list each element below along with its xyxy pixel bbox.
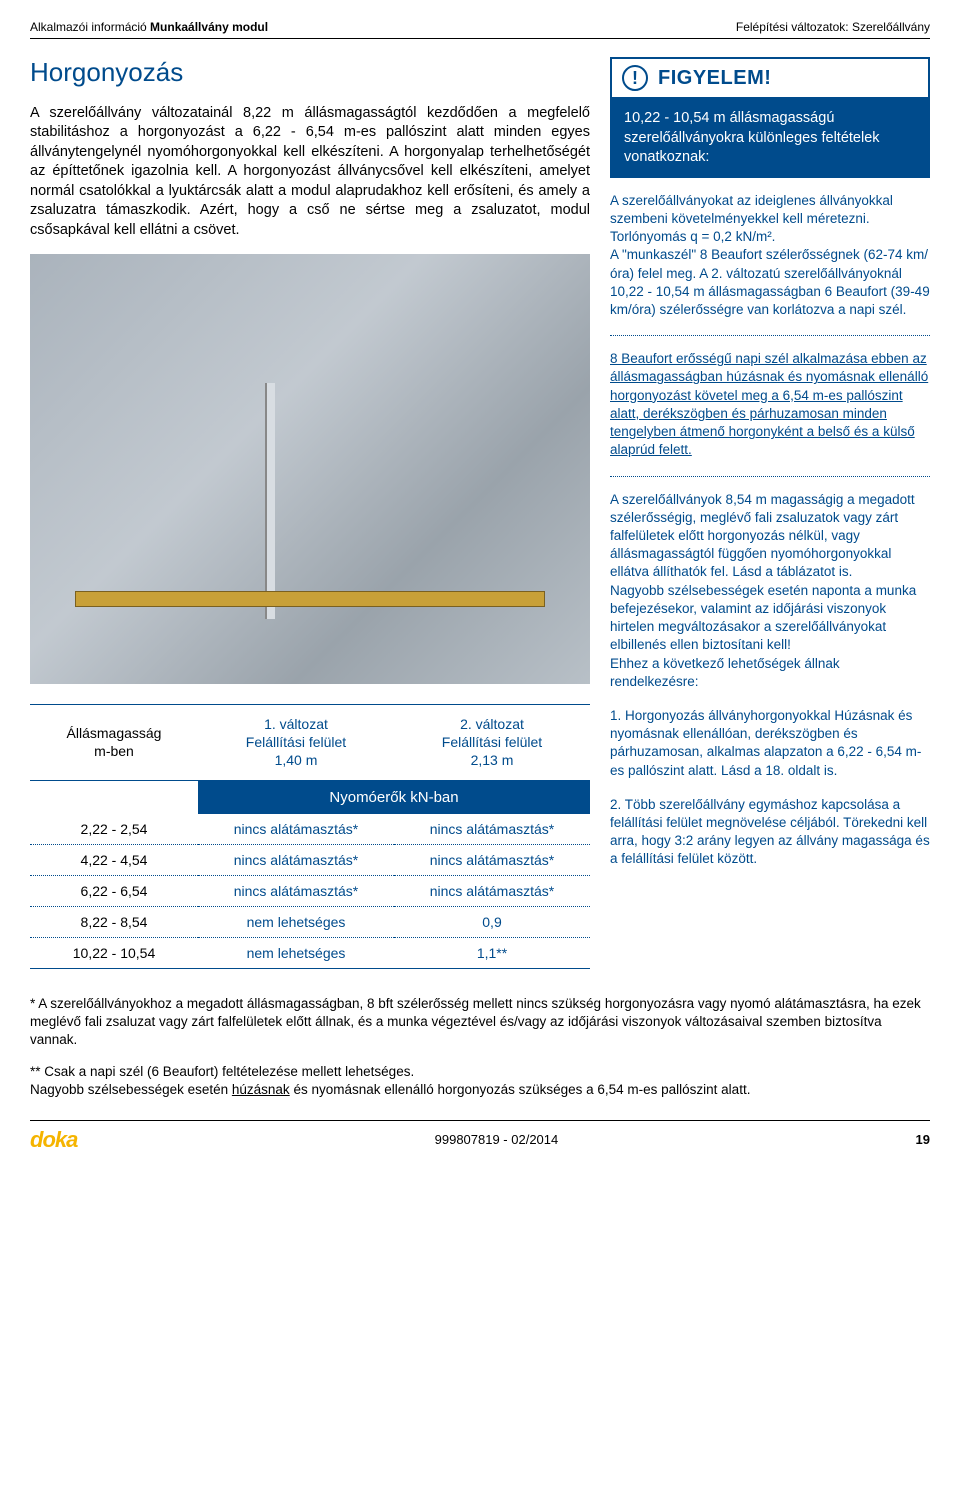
doka-logo: doka <box>30 1127 77 1153</box>
table-col-header-2: 1. változat Felállítási felület 1,40 m <box>198 704 394 780</box>
side-block-5: 2. Több szerelőállvány egymáshoz kapcsol… <box>610 796 930 869</box>
footnote-2: ** Csak a napi szél (6 Beaufort) feltéte… <box>30 1063 930 1099</box>
footer-page-number: 19 <box>916 1132 930 1147</box>
table-row: 8,22 - 8,54 nem lehetséges 0,9 <box>30 906 590 937</box>
table-col-header-1: Állásmagasság m-ben <box>30 704 198 780</box>
attention-label: FIGYELEM! <box>658 67 771 90</box>
page-header: Alkalmazói információ Munkaállvány modul… <box>30 20 930 39</box>
forces-table: Nyomóerők kN-ban Állásmagasság m-ben 1. … <box>30 704 590 969</box>
table-col-header-3: 2. változat Felállítási felület 2,13 m <box>394 704 590 780</box>
body-paragraph: A szerelőállvány változatainál 8,22 m ál… <box>30 104 590 240</box>
table-row: 2,22 - 2,54 nincs alátámasztás* nincs al… <box>30 814 590 845</box>
table-row: 10,22 - 10,54 nem lehetséges 1,1** <box>30 937 590 968</box>
side-block-1: A szerelőállványokat az ideiglenes állvá… <box>610 192 930 320</box>
footnote-1: * A szerelőállványokhoz a megadott állás… <box>30 995 930 1050</box>
scaffold-illustration <box>30 254 590 684</box>
side-block-4: 1. Horgonyozás állványhorgonyokkal Húzás… <box>610 707 930 780</box>
header-left-bold: Munkaállvány modul <box>150 20 268 34</box>
attention-header: ! FIGYELEM! <box>612 59 928 97</box>
main-column: Horgonyozás A szerelőállvány változatain… <box>30 57 590 969</box>
page-footer: doka 999807819 - 02/2014 19 <box>30 1120 930 1153</box>
side-column: ! FIGYELEM! 10,22 - 10,54 m állásmagassá… <box>610 57 930 969</box>
attention-body: 10,22 - 10,54 m állásmagasságú szerelőál… <box>612 97 928 176</box>
header-left-text: Alkalmazói információ <box>30 20 150 34</box>
footnotes: * A szerelőállványokhoz a megadott állás… <box>30 995 930 1100</box>
header-right: Felépítési változatok: Szerelőállvány <box>736 20 930 34</box>
footer-docid: 999807819 - 02/2014 <box>435 1132 559 1147</box>
attention-icon: ! <box>622 65 648 91</box>
section-title: Horgonyozás <box>30 57 590 88</box>
table-body: 2,22 - 2,54 nincs alátámasztás* nincs al… <box>30 814 590 969</box>
side-block-2: 8 Beaufort erősségű napi szél alkalmazás… <box>610 335 930 459</box>
side-block-3: A szerelőállványok 8,54 m magasságig a m… <box>610 476 930 691</box>
header-left: Alkalmazói információ Munkaállvány modul <box>30 20 268 34</box>
table-span-head: Nyomóerők kN-ban <box>198 780 590 814</box>
table-row: 4,22 - 4,54 nincs alátámasztás* nincs al… <box>30 844 590 875</box>
attention-box: ! FIGYELEM! 10,22 - 10,54 m állásmagassá… <box>610 57 930 178</box>
table-row: 6,22 - 6,54 nincs alátámasztás* nincs al… <box>30 875 590 906</box>
